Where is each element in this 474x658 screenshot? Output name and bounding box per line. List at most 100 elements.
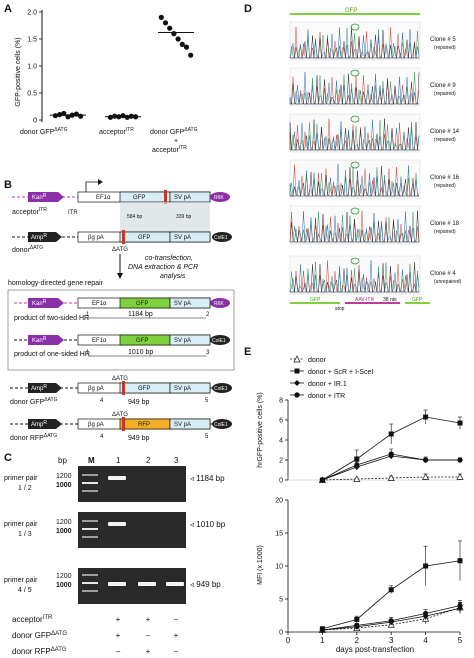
e-ytick-label: 0 [279,630,283,637]
a-data-point [175,36,181,42]
hdr-title: homology-directed gene repair [8,280,104,287]
e-point-donor [387,474,395,481]
e-point-itr [457,603,463,609]
e-point-scr [423,563,429,569]
ladder-1000-a: 1000 [56,482,72,489]
a-data-point [112,113,118,119]
a-data-point [171,30,177,37]
clone-name: Clone # 9 [430,83,456,89]
chromatogram-highlight [350,207,360,215]
clone-status: (repaired) [434,183,456,189]
e-point-scr [354,456,360,462]
e-point-donor [353,475,361,482]
panel-a-xlabel-acceptor: acceptorITR [99,127,134,136]
e-xtick-label: 2 [355,636,360,645]
panel-a-chart: GFP-positive cells (%) 0 0.5 1.0 1.5 2.0 don… [15,10,198,155]
ef1a-label: EF1α [96,195,111,201]
procedure-line-1: co-transfection, [145,255,193,262]
chromatogram-trace [290,72,420,105]
chromatogram-frame [289,113,421,153]
table-cell: – [116,647,121,656]
e-ytick-label: 2 [279,458,283,465]
clone-status: (repaired) [434,91,456,97]
ladder-1000-c: 1000 [56,582,72,589]
a-data-point [162,20,169,26]
a-ytick-label: 1.5 [27,37,37,44]
svpa-label: SV pA [174,195,191,201]
e-point-itr [354,462,360,468]
a-ytick-label: 0 [33,118,37,125]
donorrfp-ampr: AmpR [31,420,47,428]
e-series-line [322,476,460,481]
panel-b-diagram: KanR EF1α GFP SV pA R6K acceptorITR ITR … [7,179,235,442]
donorrfp-rfp: RFP [138,422,150,428]
panel-a-xlabel-both-1: donor GFPΔATG [150,127,198,136]
datg-label: ΔATG [112,247,128,253]
e-point-donor [456,473,464,480]
e-ylabel-bottom: MFI (x 1000) [257,545,264,585]
gel-lane-1: 1 [116,456,121,465]
gel-m: M [88,456,95,465]
chromatogram-trace [289,210,420,243]
e-point-scr [388,587,394,593]
panel-d-letter: D [244,3,252,15]
ampr-label: AmpR [31,233,47,241]
kanr-marker [28,192,64,202]
e-ytick-label: 15 [275,531,283,538]
d-nts: 38 nts [383,297,397,303]
donorgfp-ampr: AmpR [31,384,47,392]
e-legend-itr: donor + ITR [308,393,345,400]
hdr-ef1a-1: EF1α [92,301,107,307]
a-ytick-label: 1.0 [27,64,37,71]
e-ytick-label: 0 [279,478,283,485]
e-ytick-label: 5 [279,597,283,604]
kanr-label: KanR [32,193,47,201]
primer-4-b: 4 [100,434,104,440]
row3-label2: 4 / 5 [18,587,32,594]
e-point-itr [423,610,429,617]
e-point-itr [423,457,429,463]
clone-name: Clone # 5 [430,37,456,43]
primer-2: 2 [206,312,210,318]
bgpa-label: βg pA [88,235,104,241]
a-data-point [57,112,63,118]
e-point-itr [457,457,463,463]
a-data-point [158,14,164,20]
bp339-label: 339 bp [176,214,192,220]
row2-label1: primer pair [4,521,38,528]
table-cell: + [146,615,151,624]
clone-status: (repaired) [434,137,456,143]
donor-gfp-label: GFP [138,235,150,241]
hdr-gfp-1: GFP [136,301,148,307]
clone-status: (repaired) [434,229,456,235]
donorgfp-gfp: GFP [138,386,150,392]
clone-status: (unrepaired) [434,279,462,285]
panel-a-xlabel-donor: donor GFPΔATG [20,127,68,136]
gfp-label: GFP [133,195,145,201]
row3-label1: primer pair [4,577,38,584]
e-ytick-label: 6 [279,418,283,425]
e-point-scr [423,414,429,420]
donorgfp-bgpa: βg pA [88,386,104,392]
e-legend: donor donor + ScR + I-SceI donor + IR.1 … [290,355,373,400]
a-data-point [183,44,190,50]
primer-5-a: 5 [205,398,209,404]
panel-c-gel: bp M 1 2 3 1200 1000 1200 1000 1200 1000… [4,456,226,656]
chromatogram-trace [289,72,419,105]
table-cell: + [116,631,121,640]
a-data-point [188,52,194,58]
a-ytick-label: 2.0 [27,10,37,17]
e-ylabel-top: hrGFP-positive cells (%) [257,392,264,467]
donorrfp-svpa: SV pA [174,422,191,428]
itr-label: ITR [68,210,78,216]
primer-5-b: 5 [205,434,209,440]
primer-1-top: 1 [86,312,90,318]
row1-label1: primer pair [4,475,38,482]
ladder-1200-b: 1200 [56,519,72,526]
e-xtick-label: 3 [389,636,394,645]
clone-status: (repaired) [434,45,456,51]
chromatogram-trace [289,118,419,151]
panel-b-letter: B [4,179,12,191]
chromatogram-highlight [350,161,360,169]
primer-1-bottom: 1 [86,350,90,356]
